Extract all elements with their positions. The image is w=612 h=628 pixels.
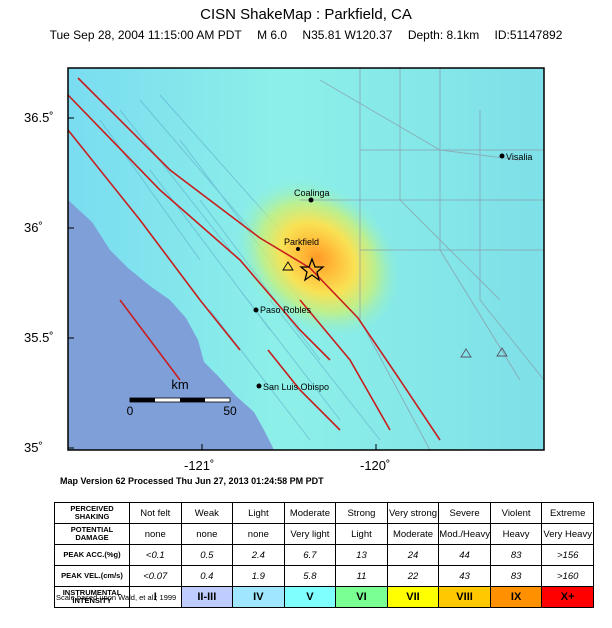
acc-row: PEAK ACC.(%g) <0.1 0.5 2.4 6.7 13 24 44 83 >156 [54, 544, 594, 566]
scale-unit: km [171, 377, 188, 392]
vel-cell: 83 [489, 565, 543, 587]
shaking-cell: Not felt [129, 502, 182, 524]
scale-end: 50 [223, 404, 237, 418]
damage-cell: none [129, 523, 182, 545]
event-info: Tue Sep 28, 2004 11:15:00 AM PDT M 6.0 N… [0, 28, 612, 42]
acc-cell: <0.1 [129, 544, 182, 566]
damage-cell: Very Heavy [541, 523, 594, 545]
intensity-cell: II-III [180, 586, 234, 608]
scale-bar: km 0 50 [127, 377, 237, 418]
shaking-cell: Strong [335, 502, 388, 524]
city-marker [253, 307, 259, 313]
intensity-cell: V [283, 586, 337, 608]
acc-cell: 6.7 [283, 544, 337, 566]
vel-cell: 0.4 [180, 565, 234, 587]
damage-cell: Mod./Heavy [438, 523, 491, 545]
city-visalia: Visalia [506, 152, 532, 162]
damage-cell: Very light [283, 523, 337, 545]
event-depth: Depth: 8.1km [407, 28, 480, 42]
shaking-row: PERCEIVED SHAKING Not felt Weak Light Moder… [54, 502, 594, 524]
epicenter-star-icon [299, 257, 325, 282]
event-magnitude: M 6.0 [257, 28, 288, 42]
acc-cell: 13 [335, 544, 388, 566]
scale-start: 0 [127, 404, 134, 418]
damage-cell: none [180, 523, 234, 545]
damage-cell: Heavy [489, 523, 543, 545]
row-header: PEAK VEL.(cm/s) [54, 565, 130, 587]
damage-cell: Light [335, 523, 388, 545]
vel-cell: 5.8 [283, 565, 337, 587]
intensity-legend: PERCEIVED SHAKING Not felt Weak Light Moder… [54, 502, 594, 608]
vel-row: PEAK VEL.(cm/s) <0.07 0.4 1.9 5.8 11 22 43 83 >1… [54, 565, 594, 587]
row-header: PERCEIVED SHAKING [54, 502, 130, 524]
shaking-cell: Very strong [386, 502, 440, 524]
vel-cell: <0.07 [129, 565, 182, 587]
row-header: INSTRUMENTAL INTENSITY [54, 586, 130, 608]
city-marker [256, 383, 262, 389]
damage-row: POTENTIAL DAMAGE none none none Very light L… [54, 523, 594, 545]
intensity-cell: VII [386, 586, 440, 608]
acc-cell: 0.5 [180, 544, 234, 566]
shaking-cell: Light [232, 502, 285, 524]
lat-label: 36˚ [24, 220, 43, 235]
shaking-intensity-zone [235, 179, 401, 337]
acc-cell: 44 [438, 544, 491, 566]
intensity-cell: I [129, 586, 182, 608]
event-location: N35.81 W120.37 [302, 28, 393, 42]
map-title: CISN ShakeMap : Parkfield, CA [200, 6, 412, 23]
event-id: ID:51147892 [494, 28, 563, 42]
vel-cell: 11 [335, 565, 388, 587]
map-frame [67, 67, 545, 451]
intensity-cell: IX [489, 586, 543, 608]
lat-label: 36.5˚ [24, 110, 54, 125]
shaking-cell: Weak [180, 502, 234, 524]
vel-cell: >160 [541, 565, 594, 587]
acc-cell: >156 [541, 544, 594, 566]
acc-cell: 83 [489, 544, 543, 566]
city-coalinga: Coalinga [294, 188, 330, 198]
shakemap: km 0 50 Coalinga Visalia Parkfield Paso … [67, 67, 545, 451]
damage-cell: none [232, 523, 285, 545]
intensity-cell: VI [335, 586, 388, 608]
lon-label: -121˚ [184, 458, 215, 473]
shaking-cell: Moderate [283, 502, 337, 524]
city-parkfield: Parkfield [284, 237, 319, 247]
city-paso-robles: Paso Robles [260, 305, 312, 315]
lat-label: 35.5˚ [24, 330, 54, 345]
city-marker [308, 197, 314, 203]
lon-label: -120˚ [360, 458, 391, 473]
intensity-row: INSTRUMENTAL INTENSITY I II-III IV V VI VII VI… [54, 586, 594, 608]
acc-cell: 2.4 [232, 544, 285, 566]
city-marker [296, 247, 300, 251]
ocean [68, 200, 274, 450]
shaking-cell: Severe [438, 502, 491, 524]
damage-cell: Moderate [386, 523, 440, 545]
shaking-cell: Extreme [541, 502, 594, 524]
city-marker [499, 153, 505, 159]
vel-cell: 1.9 [232, 565, 285, 587]
intensity-cell: IV [232, 586, 285, 608]
row-header: POTENTIAL DAMAGE [54, 523, 130, 545]
event-datetime: Tue Sep 28, 2004 11:15:00 AM PDT [49, 28, 242, 42]
stations [282, 261, 508, 358]
row-header: PEAK ACC.(%g) [54, 544, 130, 566]
lat-label: 35˚ [24, 440, 43, 455]
intensity-cell: VIII [438, 586, 491, 608]
city-labels: Coalinga Visalia Parkfield Paso Robles S… [253, 152, 532, 392]
vel-cell: 22 [386, 565, 440, 587]
intensity-cell: X+ [541, 586, 594, 608]
roads [300, 68, 544, 450]
faults [68, 77, 441, 441]
acc-cell: 24 [386, 544, 440, 566]
scale-note: Scale based upon Wald, et al.; 1999 [56, 593, 177, 602]
graticule-ticks [68, 117, 377, 450]
shaking-cell: Violent [489, 502, 543, 524]
city-san-luis-obispo: San Luis Obispo [263, 382, 329, 392]
map-version: Map Version 62 Processed Thu Jun 27, 201… [60, 476, 324, 486]
vel-cell: 43 [438, 565, 491, 587]
